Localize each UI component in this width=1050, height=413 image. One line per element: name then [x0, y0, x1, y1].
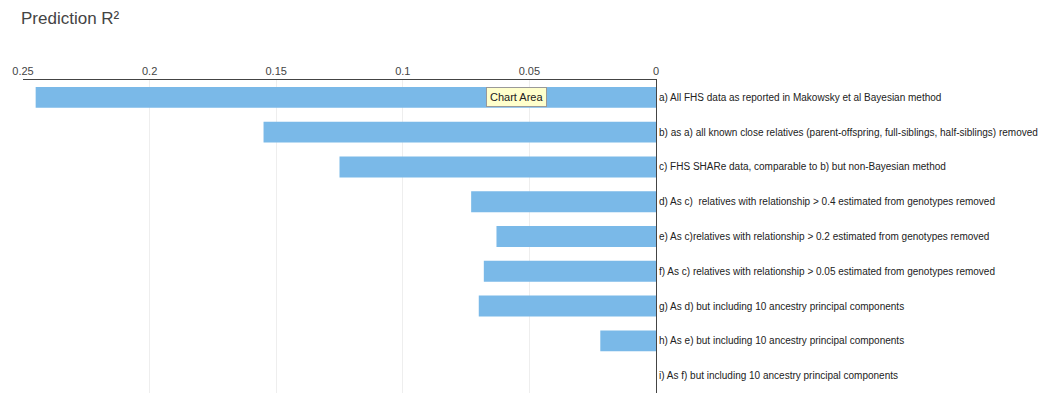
svg-text:e) As c)relatives with relatio: e) As c)relatives with relationship > 0.… — [659, 231, 989, 242]
svg-text:0.05: 0.05 — [519, 65, 540, 77]
svg-text:0.25: 0.25 — [12, 65, 33, 77]
svg-text:Prediction R²: Prediction R² — [21, 9, 120, 28]
svg-text:d) As c) relatives with relat: d) As c) relatives with relationship > 0… — [659, 196, 995, 207]
svg-text:i) As f) but including 10 ance: i) As f) but including 10 ancestry princ… — [659, 370, 898, 381]
svg-text:Chart Area: Chart Area — [490, 91, 543, 103]
svg-text:0.2: 0.2 — [142, 65, 157, 77]
svg-text:0: 0 — [653, 65, 659, 77]
svg-text:0.15: 0.15 — [265, 65, 286, 77]
svg-text:g) As d) but including 10 ance: g) As d) but including 10 ancestry princ… — [659, 301, 904, 312]
svg-text:b) as a) all known close relat: b) as a) all known close relatives (pare… — [659, 127, 1038, 138]
svg-text:c) FHS SHARe data, comparable: c) FHS SHARe data, comparable to b) but … — [659, 161, 946, 172]
svg-text:0.1: 0.1 — [395, 65, 410, 77]
svg-text:a) All FHS data as reported in: a) All FHS data as reported in Makowsky … — [659, 92, 941, 103]
svg-text:h) As e) but including 10 ance: h) As e) but including 10 ancestry princ… — [659, 335, 904, 346]
svg-text:f) As c) relatives with relati: f) As c) relatives with relationship > 0… — [659, 266, 995, 277]
